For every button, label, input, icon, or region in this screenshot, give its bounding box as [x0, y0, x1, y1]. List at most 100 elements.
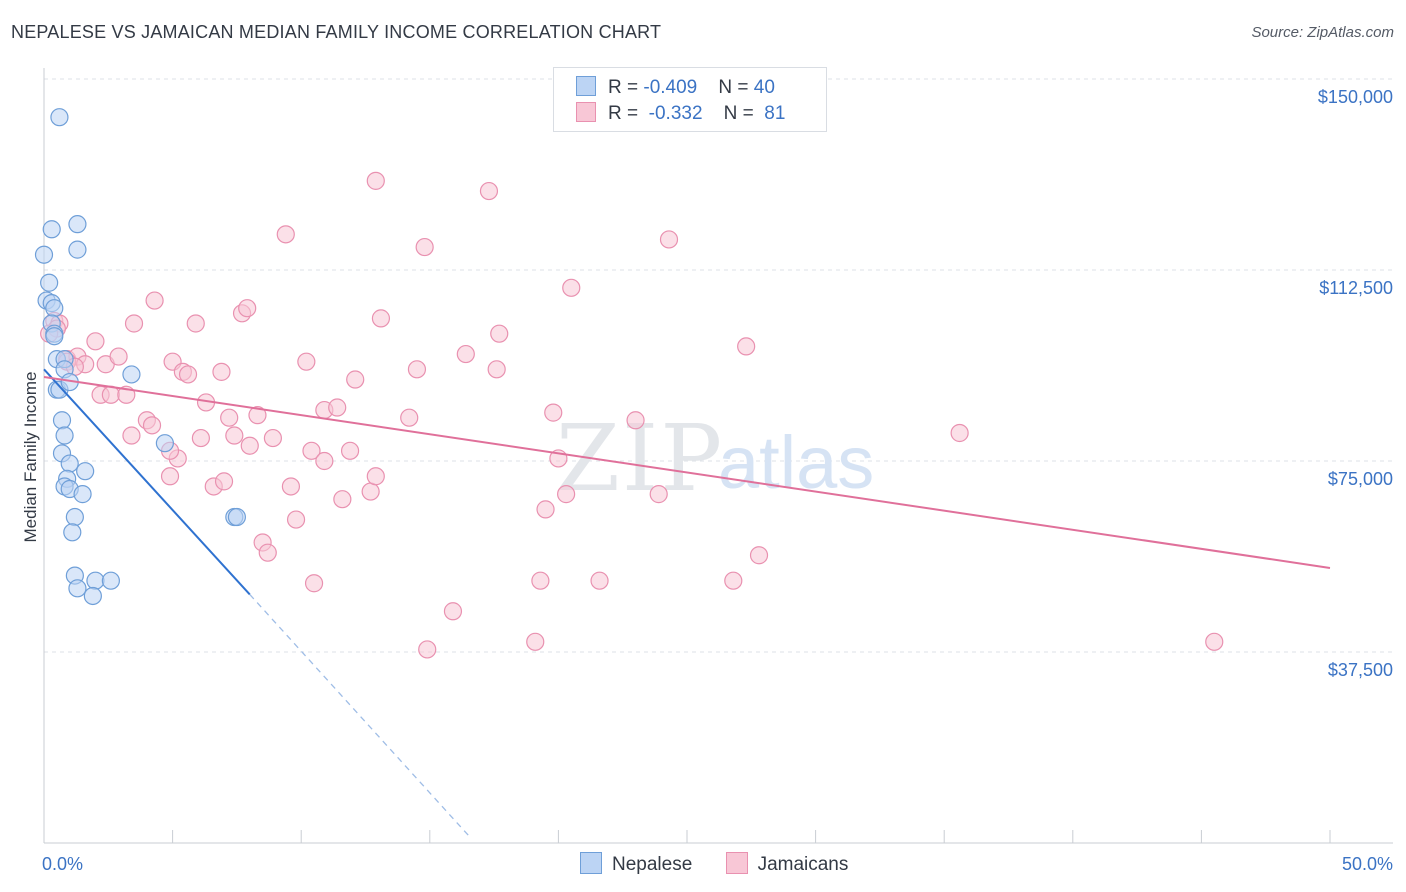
- nepalese-point: [52, 411, 72, 430]
- jamaican-point: [240, 436, 259, 455]
- nepalese-point: [86, 571, 105, 590]
- jamaican-point: [122, 426, 141, 445]
- jamaican-point: [361, 482, 380, 501]
- jamaican-point: [304, 574, 324, 593]
- nepalese-point: [101, 571, 120, 590]
- jamaican-swatch: [576, 102, 596, 122]
- jamaican-point: [302, 441, 321, 460]
- n-value: 40: [753, 77, 775, 98]
- jamaican-point: [220, 408, 239, 427]
- nepalese-point: [63, 523, 82, 542]
- jamaican-point: [315, 451, 334, 471]
- nepalese-point: [68, 579, 87, 598]
- jamaican-point: [238, 299, 257, 318]
- nepalese-point: [155, 434, 174, 453]
- jamaican-point: [649, 485, 668, 504]
- jamaican-point: [276, 225, 295, 244]
- jamaican-point: [340, 441, 360, 460]
- n-value: 81: [759, 103, 786, 124]
- jamaican-legend-swatch: [725, 852, 748, 874]
- nepalese-point: [76, 462, 95, 481]
- jamaican-point: [487, 360, 506, 379]
- jamaican-point: [212, 362, 231, 381]
- jamaican-point: [1205, 632, 1224, 651]
- nepalese-swatch: [576, 76, 596, 96]
- r-value: -0.409: [643, 77, 698, 98]
- jamaican-point: [191, 428, 210, 448]
- jamaican-point: [371, 309, 391, 328]
- jamaican-point: [418, 640, 437, 659]
- nepalese-trendline-extension: [249, 594, 469, 836]
- jamaican-point: [225, 426, 244, 445]
- jamaican-point: [400, 408, 419, 427]
- jamaican-point: [286, 510, 306, 529]
- y-tick-label: $37,500: [1328, 660, 1393, 680]
- x-tick-label-max: 50.0%: [1342, 854, 1393, 874]
- jamaican-point: [456, 344, 475, 364]
- r-label: R =: [608, 103, 644, 124]
- jamaican-point: [366, 171, 385, 190]
- jamaican-point: [526, 632, 545, 651]
- jamaican-point: [142, 416, 162, 435]
- y-tick-label: $150,000: [1318, 87, 1393, 107]
- y-tick-label: $75,000: [1328, 469, 1393, 489]
- nepalese-point: [45, 327, 64, 346]
- nepalese-point: [227, 507, 246, 527]
- jamaican-point: [950, 423, 969, 443]
- nepalese-point: [42, 220, 61, 239]
- legend-item-jamaicans[interactable]: Jamaicans: [725, 852, 849, 876]
- jamaican-point: [124, 314, 144, 333]
- jamaican-point: [263, 428, 283, 448]
- jamaican-point: [490, 324, 509, 343]
- legend-row-nepalese: R = -0.409 N = 40: [576, 76, 775, 100]
- jamaican-point: [544, 403, 563, 422]
- jamaican-point: [109, 347, 128, 366]
- source-label: Source: ZipAtlas.com: [1251, 24, 1394, 41]
- nepalese-point: [40, 273, 59, 292]
- nepalese-point: [122, 365, 141, 384]
- nepalese-point: [34, 245, 54, 264]
- nepalese-point: [50, 108, 69, 127]
- jamaican-point: [724, 571, 743, 590]
- n-label: N =: [723, 103, 760, 124]
- jamaican-point: [562, 278, 581, 297]
- jamaican-point: [214, 472, 234, 491]
- jamaican-point: [659, 230, 679, 249]
- jamaican-point: [281, 477, 301, 496]
- jamaican-trendline: [43, 375, 1331, 569]
- r-value: -0.332: [643, 103, 703, 124]
- jamaican-point: [186, 314, 205, 333]
- nepalese-point: [55, 426, 74, 445]
- nepalese-point: [60, 454, 79, 473]
- chart-title: NEPALESE VS JAMAICAN MEDIAN FAMILY INCOM…: [11, 22, 662, 42]
- nepalese-legend-swatch: [580, 852, 602, 874]
- y-axis-label: Median Family Income: [21, 371, 40, 542]
- jamaican-point: [178, 365, 198, 384]
- jamaican-point: [297, 352, 316, 371]
- jamaican-point: [145, 291, 164, 310]
- jamaican-point: [749, 546, 769, 565]
- jamaican-point: [557, 485, 576, 504]
- nepalese-point: [68, 240, 87, 259]
- jamaican-point: [346, 370, 365, 389]
- y-tick-label: $112,500: [1319, 278, 1393, 298]
- jamaican-point: [737, 337, 756, 356]
- legend-item-nepalese[interactable]: Nepalese: [580, 852, 692, 876]
- nepalese-point: [73, 485, 92, 504]
- nepalese-point: [68, 215, 87, 234]
- jamaican-point: [258, 543, 277, 562]
- jamaican-point: [443, 602, 463, 621]
- stats-legend: R = -0.409 N = 40 R = -0.332 N = 81: [553, 67, 827, 132]
- jamaican-point: [536, 500, 555, 519]
- x-tick-label-min: 0.0%: [42, 854, 83, 874]
- r-label: R =: [608, 77, 644, 98]
- jamaican-point: [415, 237, 434, 257]
- jamaican-point: [531, 571, 550, 590]
- jamaican-point: [160, 467, 180, 486]
- jamaican-point: [366, 467, 385, 486]
- jamaican-point: [248, 406, 267, 425]
- legend-label-jamaicans: Jamaicans: [757, 854, 849, 875]
- legend-row-jamaican: R = -0.332 N = 81: [576, 102, 785, 126]
- nepalese-point: [45, 299, 64, 318]
